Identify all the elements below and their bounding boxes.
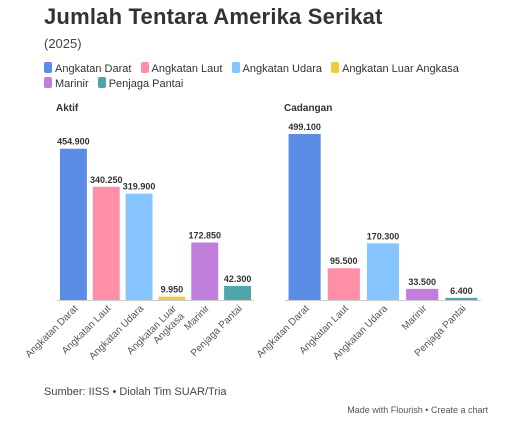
legend-label: Marinir	[55, 78, 89, 90]
bar-penjaga-pantai	[445, 297, 478, 300]
data-label: 9.950	[161, 285, 184, 295]
legend-item-angkatan-laut[interactable]: Angkatan Laut	[140, 62, 223, 77]
legend-item-penjaga-pantai[interactable]: Penjaga Pantai	[97, 77, 184, 92]
bar-angkatan-darat	[59, 148, 87, 300]
legend-swatch	[140, 62, 149, 73]
bar-marinir	[406, 288, 439, 300]
bar-angkatan-udara	[366, 243, 400, 300]
legend-item-marinir[interactable]: Marinir	[44, 77, 89, 92]
bar-penjaga-pantai	[224, 285, 252, 300]
source-note: Sumber: IISS • Diolah Tim SUAR/Tria	[44, 386, 227, 398]
data-label: 6.400	[450, 286, 473, 296]
legend-item-angkatan-udara[interactable]: Angkatan Udara	[231, 62, 323, 77]
legend-item-angkatan-darat[interactable]: Angkatan Darat	[44, 62, 131, 77]
tick-label: Marinir	[182, 303, 212, 333]
chart-title: Jumlah Tentara Amerika Serikat	[44, 4, 383, 29]
data-label: 42.300	[224, 274, 252, 284]
legend-swatch	[44, 77, 52, 88]
bar-angkatan-luar-angkasa	[158, 296, 186, 300]
legend-label: Penjaga Pantai	[108, 78, 184, 90]
data-label: 340.250	[90, 175, 123, 185]
legend-swatch	[97, 77, 106, 88]
legend-label: Angkatan Laut	[151, 63, 223, 75]
data-label: 454.900	[57, 137, 90, 147]
flourish-credit[interactable]: Made with Flourish • Create a chart	[347, 405, 488, 415]
legend-swatch	[331, 62, 340, 73]
tick-label: Marinir	[400, 303, 430, 333]
panel-title: Cadangan	[284, 103, 332, 114]
legend-item-angkatan-luar-angkasa[interactable]: Angkatan Luar Angkasa	[331, 62, 459, 77]
data-label: 33.500	[408, 277, 436, 287]
data-label: 319.900	[123, 182, 156, 192]
legend: Angkatan Darat Angkatan Laut Angkatan Ud…	[44, 62, 474, 92]
bar-angkatan-laut	[327, 268, 360, 300]
legend-swatch	[44, 62, 52, 73]
legend-swatch	[231, 62, 240, 73]
data-label: 172.850	[188, 231, 221, 241]
legend-label: Angkatan Darat	[55, 63, 132, 75]
bar-angkatan-udara	[125, 193, 153, 300]
legend-label: Angkatan Udara	[242, 63, 323, 75]
panel-title: Aktif	[56, 103, 79, 114]
data-label: 170.300	[367, 231, 400, 241]
bar-angkatan-darat	[288, 134, 321, 300]
bar-angkatan-laut	[92, 186, 120, 300]
chart-subtitle: (2025)	[44, 36, 82, 51]
data-label: 95.500	[330, 256, 358, 266]
legend-label: Angkatan Luar Angkasa	[342, 63, 459, 75]
bar-marinir	[191, 242, 219, 300]
data-label: 499.100	[288, 122, 321, 132]
